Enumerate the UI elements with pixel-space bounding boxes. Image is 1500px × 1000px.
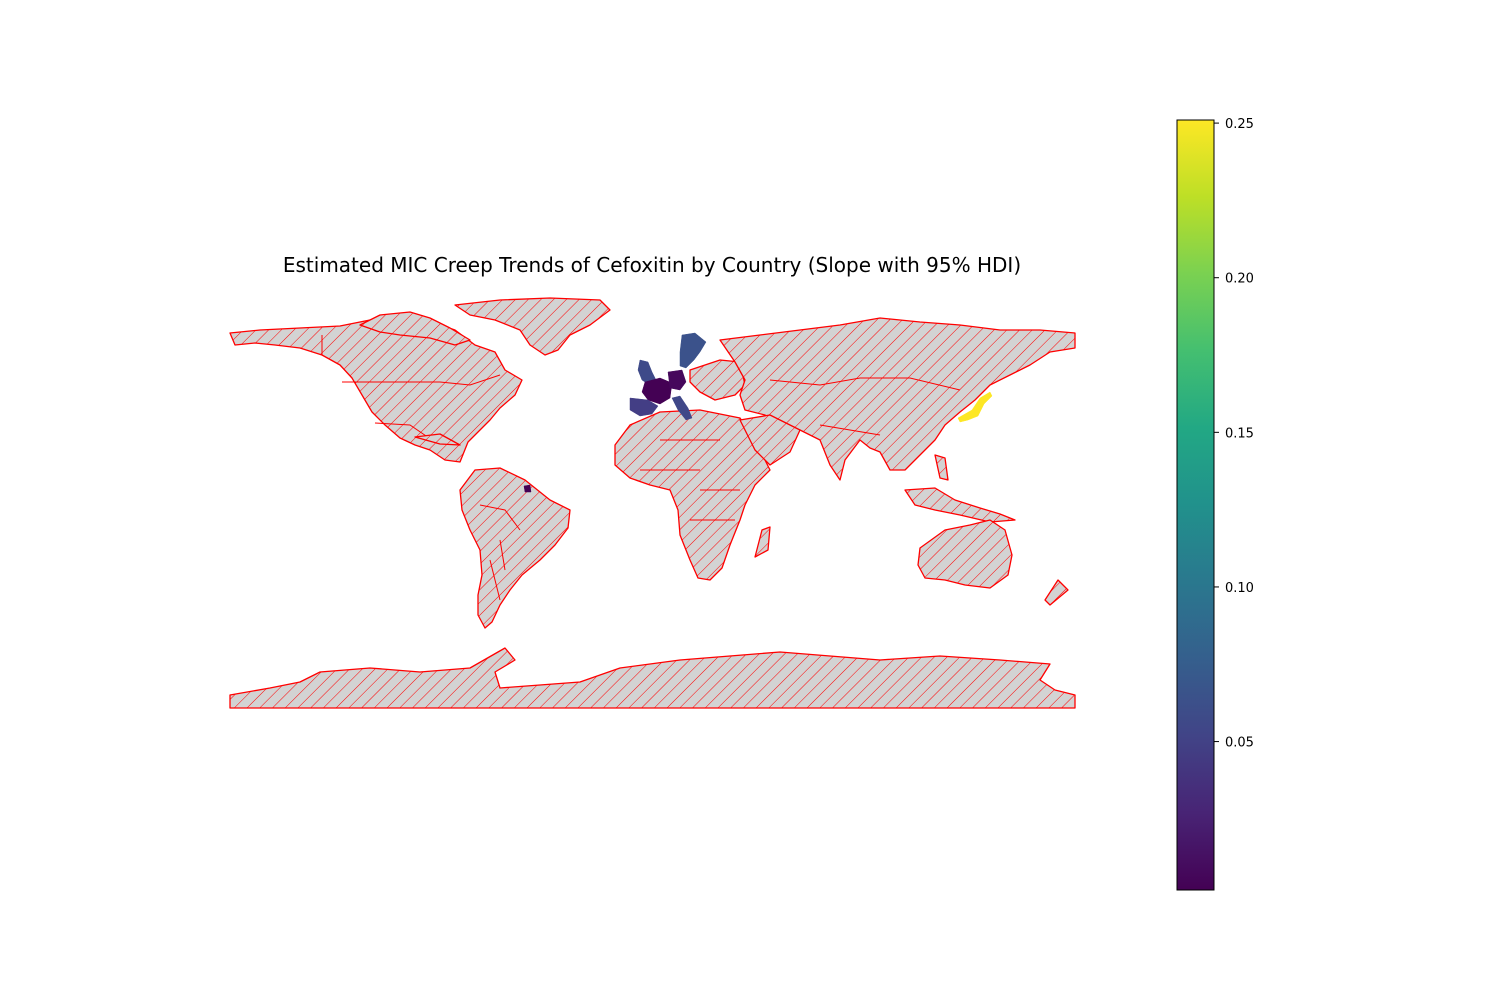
world-map [229, 297, 1076, 709]
land-philippines [934, 454, 949, 481]
border-us-canada [342, 374, 501, 386]
land-madagascar [754, 526, 771, 558]
country-japan[interactable] [957, 391, 993, 423]
land-new-zealand [1044, 579, 1069, 606]
colorbar-tick-label: 0.20 [1225, 272, 1254, 287]
country-italy[interactable] [671, 395, 693, 421]
border-south-america [479, 504, 521, 601]
land-australia [917, 519, 1013, 589]
colorbar: 0.05 0.10 0.15 0.20 0.25 [1176, 117, 1254, 891]
colorbar-ticks: 0.05 0.10 0.15 0.20 0.25 [1214, 117, 1254, 751]
land-indonesia [904, 487, 1016, 523]
land-antarctica [229, 647, 1076, 709]
colorbar-tick-label: 0.15 [1225, 426, 1254, 441]
country-sweden[interactable] [679, 332, 707, 369]
colorbar-tick-label: 0.05 [1225, 736, 1254, 751]
country-france[interactable] [641, 377, 673, 405]
land-arctic-islands [359, 311, 471, 346]
land-greenland [454, 297, 611, 356]
border-china-india [819, 424, 881, 436]
country-germany[interactable] [667, 369, 687, 391]
chart-title: Estimated MIC Creep Trends of Cefoxitin … [283, 253, 1021, 277]
border-us-mexico [374, 422, 433, 441]
country-spain[interactable] [629, 397, 659, 417]
land-arabia [739, 414, 801, 466]
border-russia-china [769, 377, 961, 391]
land-africa [614, 409, 771, 581]
border-africa [640, 439, 740, 521]
land-south-america [459, 467, 571, 629]
land-eastern-europe [689, 359, 746, 401]
land-caribbean [414, 433, 461, 446]
land-north-america [229, 317, 523, 463]
country-french-guiana[interactable] [523, 484, 532, 493]
colorbar-tick-label: 0.10 [1225, 581, 1254, 596]
colorbar-gradient [1176, 119, 1215, 891]
colorbar-tick-label: 0.25 [1225, 117, 1254, 132]
